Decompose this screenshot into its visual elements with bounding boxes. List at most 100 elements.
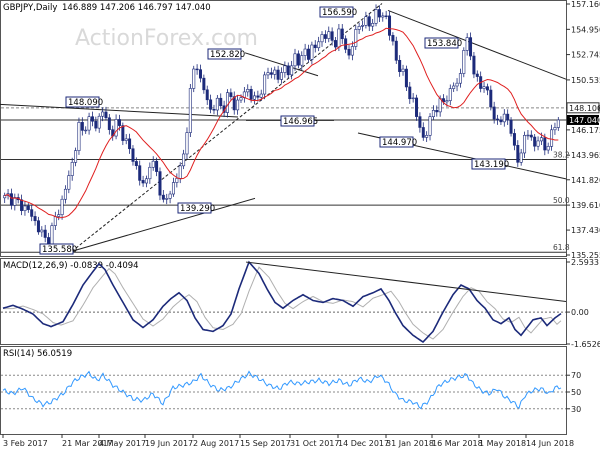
level-label: 152.820 [210,50,245,60]
candle-body [158,171,162,196]
candle-body [171,182,175,195]
watermark: ActionForex.com [75,26,258,51]
candle-body [330,31,334,41]
candle-body [53,216,57,226]
candle-body [286,65,290,76]
candle-body [188,88,192,133]
candle-body [421,127,425,138]
level-148100-label: 148.100 [569,104,600,113]
candle-body [550,129,554,147]
candle-body [215,97,219,111]
level-label: 153.840 [427,39,462,49]
candle-body [232,96,236,111]
candle-body [337,28,341,48]
price-tick-label: 150.535 [571,76,600,85]
candle-body [361,25,365,27]
candle-body [236,99,240,111]
candle-body [279,72,283,80]
candle-body [94,120,98,129]
candle-body [30,209,34,217]
candle-body [219,97,223,107]
candle-body [144,178,148,184]
price-tick-label: 141.820 [571,176,600,185]
macd-tick-label: 0.00 [571,308,589,317]
candle-body [502,113,506,123]
price-panel-frame [0,0,567,257]
candle-body [303,48,307,56]
candle-body [391,35,395,42]
candle-body [367,16,371,27]
candle-body [523,135,527,154]
candle-body [175,178,179,183]
candle-body [381,15,385,18]
candle-body [138,165,142,181]
level-label-box [319,6,354,18]
candle-body [485,86,489,91]
candle-body [293,53,297,67]
level-label: 156.590 [322,8,357,18]
trendline [387,9,567,80]
candle-body [40,229,44,233]
candle-body [266,72,270,76]
candle-body [496,118,500,121]
rsi-line [2,370,562,410]
macd-line [2,260,562,344]
candle-body [519,152,523,163]
candle-body [296,53,300,66]
candle-body [128,138,132,150]
rsi-panel-frame [0,346,567,435]
fib-label: 38.2 [553,150,570,159]
candle-body [506,113,510,121]
candle-body [33,216,37,222]
candle-body [283,65,287,73]
candle-body [455,82,459,87]
candle-body [70,162,74,176]
trendline [71,197,256,252]
level-label-box [379,136,414,148]
candle-body [148,166,152,180]
candle-body [317,41,321,49]
candle-body [340,28,344,40]
candle-body [13,197,17,206]
candle-body [553,127,557,131]
candle-body [43,229,47,238]
candle-body [273,69,277,75]
x-tick-label: 14 Jun 2018 [526,439,574,448]
fib-label: 61.8 [553,243,570,252]
x-tick-label: 16 Mar 2018 [432,439,483,448]
candle-body [182,153,186,167]
candle-body [377,9,381,18]
x-tick-label: 31 Oct 2017 [290,439,339,448]
candle-body [475,73,479,77]
candle-body [526,134,530,137]
candle-body [313,44,317,49]
candle-body [131,148,135,162]
candle-body [134,161,138,167]
moving-average-line [4,27,559,219]
candle-body [543,137,547,151]
candle-body [438,98,442,113]
candle-body [141,180,145,184]
candle-body [469,37,473,57]
candle-body [87,116,91,131]
candle-body [452,85,456,89]
candle-body [198,69,202,79]
candle-body [209,99,213,110]
last-price-box [567,114,599,125]
price-tick-label: 146.175 [571,126,600,135]
level-label-box [177,202,212,214]
macd-tick-label: 2.5933 [571,258,599,267]
candle-body [168,193,172,199]
candle-body [246,89,250,93]
candle-body [256,95,260,98]
candle-body [195,68,199,71]
candle-body [350,46,354,56]
macd-tick-label: -1.6526 [571,340,600,349]
level-label-box [39,243,74,255]
macd-signal-line [3,266,562,340]
candle-body [80,122,84,131]
candle-body [458,73,462,84]
candle-body [344,38,348,50]
candle-body [151,160,155,168]
